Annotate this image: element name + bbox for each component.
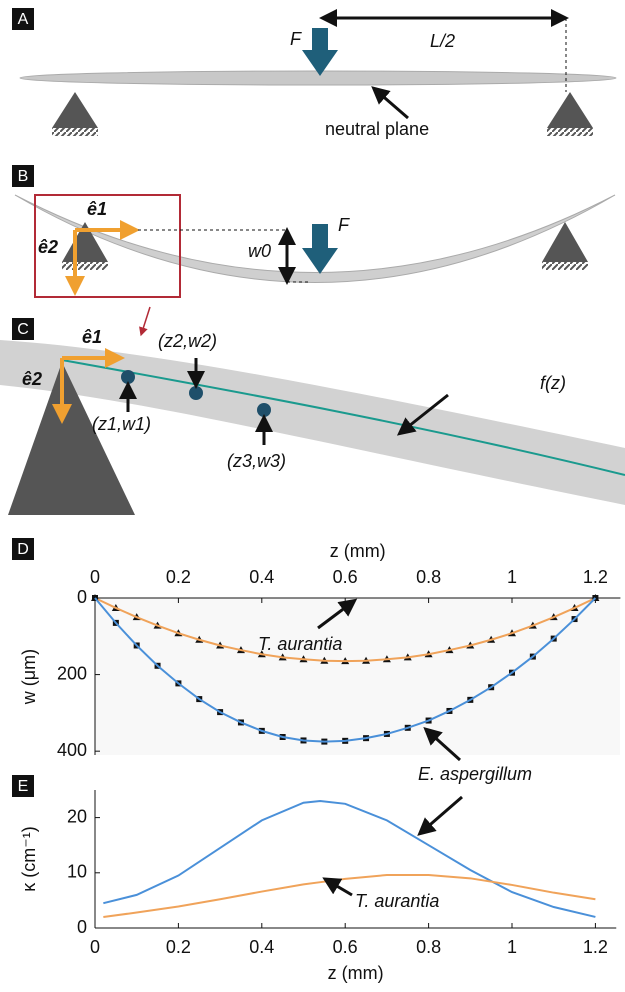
y-tick-label: 20 bbox=[67, 806, 87, 826]
y-tick-label: 10 bbox=[67, 862, 87, 882]
x-tick-label: 0 bbox=[90, 567, 100, 587]
annotation: T. aurantia bbox=[258, 634, 342, 654]
curve-label: f(z) bbox=[540, 373, 566, 393]
point-label: (z1,w1) bbox=[92, 414, 151, 434]
ground bbox=[542, 262, 588, 270]
panel-label: E bbox=[18, 778, 29, 795]
x-tick-label: 0.8 bbox=[416, 937, 441, 957]
panel-label: C bbox=[17, 321, 29, 338]
x-tick-label: 0.6 bbox=[333, 937, 358, 957]
x-tick-label: 0 bbox=[90, 937, 100, 957]
point-label: (z2,w2) bbox=[158, 331, 217, 351]
ground bbox=[52, 128, 98, 136]
deflection-label: w0 bbox=[248, 241, 271, 261]
y-tick-label: 0 bbox=[77, 917, 87, 937]
x-tick-label: 1.2 bbox=[583, 937, 608, 957]
y-tick-label: 200 bbox=[57, 663, 87, 683]
x-tick-label: 1 bbox=[507, 937, 517, 957]
x-tick-label: 0.4 bbox=[249, 937, 274, 957]
force-label: F bbox=[290, 29, 302, 49]
annotation-arrow bbox=[330, 882, 352, 895]
e2-label: ê2 bbox=[22, 369, 42, 389]
e1-label: ê1 bbox=[82, 327, 102, 347]
x-tick-label: 0.2 bbox=[166, 937, 191, 957]
annotation: neutral plane bbox=[325, 119, 429, 139]
y-tick-label: 400 bbox=[57, 740, 87, 760]
point bbox=[189, 386, 203, 400]
span-label: L/2 bbox=[430, 31, 455, 51]
e2-label: ê2 bbox=[38, 237, 58, 257]
x-tick-label: 0.2 bbox=[166, 567, 191, 587]
y-axis-label: w (μm) bbox=[19, 649, 39, 705]
y-axis-label: κ (cm⁻¹) bbox=[19, 826, 39, 891]
x-tick-label: 1.2 bbox=[583, 567, 608, 587]
force-arrow bbox=[302, 224, 338, 274]
x-axis-label: z (mm) bbox=[330, 541, 386, 561]
panel-a: A F L/2 neutral plane bbox=[12, 8, 616, 139]
ground bbox=[547, 128, 593, 136]
support bbox=[52, 92, 98, 128]
force-label: F bbox=[338, 215, 350, 235]
panel-label: B bbox=[18, 168, 29, 185]
figure: A F L/2 neutral plane B ê1 ê2 w0 F bbox=[0, 0, 625, 992]
point-label: (z3,w3) bbox=[227, 451, 286, 471]
x-axis-label: z (mm) bbox=[328, 963, 384, 983]
support bbox=[547, 92, 593, 128]
panel-c: C ê1 ê2 (z1,w1) (z2,w2) (z3,w3) f(z) bbox=[0, 318, 625, 515]
ground bbox=[62, 262, 108, 270]
x-tick-label: 0.6 bbox=[333, 567, 358, 587]
panel-label: D bbox=[17, 541, 29, 558]
annotation: E. aspergillum bbox=[418, 764, 532, 784]
x-tick-label: 0.4 bbox=[249, 567, 274, 587]
annotation-arrow bbox=[378, 92, 408, 118]
force-arrow bbox=[302, 28, 338, 76]
panel-b: B ê1 ê2 w0 F bbox=[12, 165, 615, 332]
e1-label: ê1 bbox=[87, 199, 107, 219]
y-tick-label: 0 bbox=[77, 587, 87, 607]
point bbox=[121, 370, 135, 384]
annotation: T. aurantia bbox=[355, 891, 439, 911]
annotation-arrow bbox=[424, 797, 462, 830]
panel-label: A bbox=[18, 11, 29, 28]
x-tick-label: 1 bbox=[507, 567, 517, 587]
series-line bbox=[103, 801, 595, 917]
point bbox=[257, 403, 271, 417]
x-tick-label: 0.8 bbox=[416, 567, 441, 587]
zoom-pointer bbox=[142, 307, 150, 332]
